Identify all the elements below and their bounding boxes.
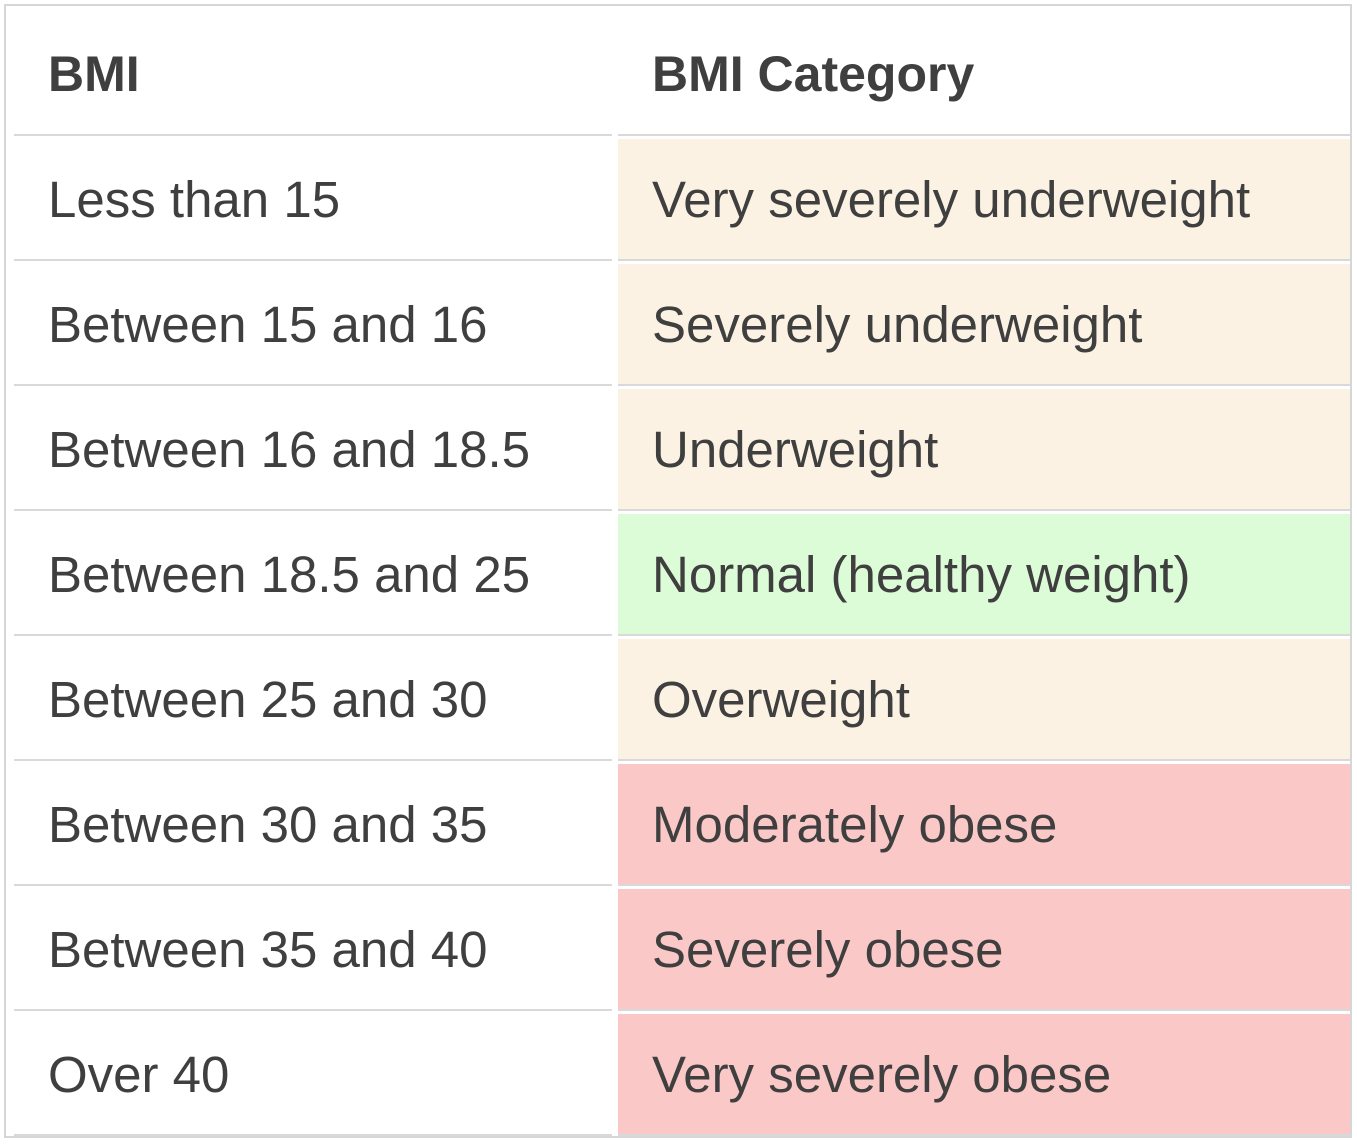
bmi-category-cell: Very severely underweight	[618, 136, 1350, 261]
bmi-table: BMI BMI Category Less than 15 Very sever…	[8, 14, 1356, 1136]
header-bmi: BMI	[14, 14, 612, 136]
table-row: Between 18.5 and 25 Normal (healthy weig…	[14, 511, 1350, 636]
bmi-range-cell: Over 40	[14, 1011, 612, 1136]
bmi-range-cell: Between 15 and 16	[14, 261, 612, 386]
table-row: Between 30 and 35 Moderately obese	[14, 761, 1350, 886]
table-row: Between 16 and 18.5 Underweight	[14, 386, 1350, 511]
table-header-row: BMI BMI Category	[14, 14, 1350, 136]
bmi-table-frame: BMI BMI Category Less than 15 Very sever…	[4, 4, 1352, 1138]
bmi-category-cell: Severely underweight	[618, 261, 1350, 386]
table-row: Less than 15 Very severely underweight	[14, 136, 1350, 261]
header-bmi-category: BMI Category	[618, 14, 1350, 136]
bmi-range-cell: Between 35 and 40	[14, 886, 612, 1011]
table-row: Over 40 Very severely obese	[14, 1011, 1350, 1136]
bmi-range-cell: Less than 15	[14, 136, 612, 261]
bmi-range-cell: Between 25 and 30	[14, 636, 612, 761]
bmi-range-cell: Between 30 and 35	[14, 761, 612, 886]
bmi-category-cell: Very severely obese	[618, 1011, 1350, 1136]
bmi-category-cell: Overweight	[618, 636, 1350, 761]
bmi-category-cell: Normal (healthy weight)	[618, 511, 1350, 636]
bmi-category-cell: Underweight	[618, 386, 1350, 511]
bmi-range-cell: Between 16 and 18.5	[14, 386, 612, 511]
table-row: Between 15 and 16 Severely underweight	[14, 261, 1350, 386]
bmi-range-cell: Between 18.5 and 25	[14, 511, 612, 636]
bmi-category-cell: Severely obese	[618, 886, 1350, 1011]
table-row: Between 35 and 40 Severely obese	[14, 886, 1350, 1011]
bmi-category-cell: Moderately obese	[618, 761, 1350, 886]
table-row: Between 25 and 30 Overweight	[14, 636, 1350, 761]
